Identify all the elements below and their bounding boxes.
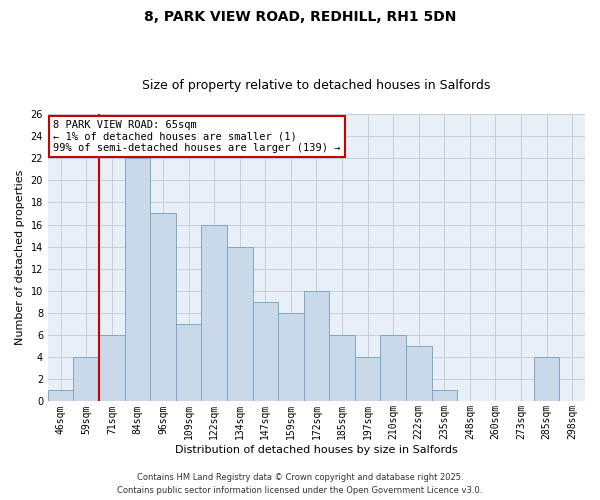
Bar: [329, 335, 355, 402]
Text: Contains HM Land Registry data © Crown copyright and database right 2025.
Contai: Contains HM Land Registry data © Crown c…: [118, 473, 482, 495]
Bar: [48, 390, 73, 402]
Text: 8, PARK VIEW ROAD, REDHILL, RH1 5DN: 8, PARK VIEW ROAD, REDHILL, RH1 5DN: [144, 10, 456, 24]
Bar: [227, 246, 253, 402]
Bar: [278, 313, 304, 402]
Bar: [73, 357, 99, 402]
X-axis label: Distribution of detached houses by size in Salfords: Distribution of detached houses by size …: [175, 445, 458, 455]
Bar: [534, 357, 559, 402]
Bar: [176, 324, 202, 402]
Bar: [99, 335, 125, 402]
Bar: [253, 302, 278, 402]
Bar: [380, 335, 406, 402]
Title: Size of property relative to detached houses in Salfords: Size of property relative to detached ho…: [142, 79, 491, 92]
Bar: [125, 158, 150, 402]
Bar: [202, 224, 227, 402]
Y-axis label: Number of detached properties: Number of detached properties: [15, 170, 25, 346]
Text: 8 PARK VIEW ROAD: 65sqm
← 1% of detached houses are smaller (1)
99% of semi-deta: 8 PARK VIEW ROAD: 65sqm ← 1% of detached…: [53, 120, 341, 153]
Bar: [304, 291, 329, 402]
Bar: [431, 390, 457, 402]
Bar: [355, 357, 380, 402]
Bar: [150, 214, 176, 402]
Bar: [406, 346, 431, 402]
